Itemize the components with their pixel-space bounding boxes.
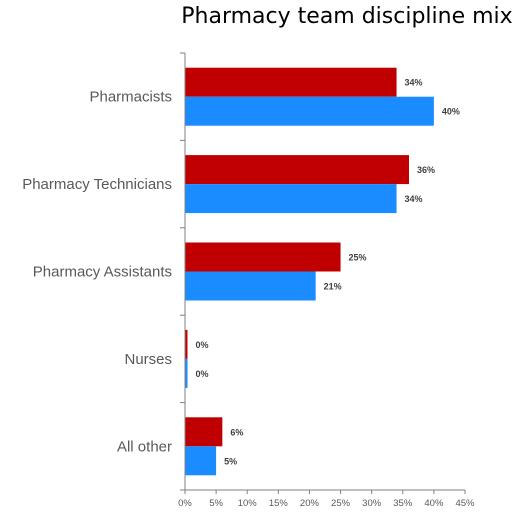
data-label-2-0: 40% [442, 107, 460, 117]
category-label-1: Pharmacy Technicians [22, 176, 172, 193]
bar-2-2 [185, 271, 316, 301]
data-label-1-4: 6% [230, 427, 243, 437]
data-label-2-1: 34% [405, 194, 423, 204]
x-tick-label-1: 5% [209, 498, 223, 509]
data-label-2-3: 0% [196, 369, 209, 379]
bar-2-4 [185, 446, 217, 476]
axes-layer [180, 52, 466, 494]
bar-1-0 [185, 67, 397, 97]
category-label-2: Pharmacy Assistants [33, 264, 172, 281]
x-tick-label-5: 25% [331, 498, 351, 509]
chart-title: Pharmacy team discipline mix [181, 4, 513, 29]
x-tick-label-7: 35% [393, 498, 413, 509]
category-label-4: All other [117, 438, 172, 455]
x-tick-label-4: 20% [300, 498, 320, 509]
bar-1-1 [185, 155, 409, 185]
data-label-1-1: 36% [417, 165, 435, 175]
bar-2-1 [185, 184, 397, 214]
data-label-1-0: 34% [405, 78, 423, 88]
category-label-3: Nurses [124, 351, 172, 368]
x-tick-label-2: 10% [238, 498, 258, 509]
data-label-2-4: 5% [224, 456, 237, 466]
bar-2-3 [185, 358, 188, 388]
labels-layer: 34% 40% Pharmacists 36% 34% Pharmacy Technici… [22, 78, 475, 509]
x-tick-label-8: 40% [424, 498, 444, 509]
data-label-1-3: 0% [196, 340, 209, 350]
data-label-1-2: 25% [349, 253, 367, 263]
category-label-0: Pharmacists [89, 89, 172, 106]
bar-2-0 [185, 96, 434, 126]
bar-1-3 [185, 329, 188, 359]
data-label-2-2: 21% [324, 282, 342, 292]
x-tick-label-0: 0% [178, 498, 192, 509]
x-tick-label-9: 45% [455, 498, 475, 509]
x-tick-label-3: 15% [269, 498, 289, 509]
x-tick-label-6: 30% [362, 498, 382, 509]
bar-1-2 [185, 242, 341, 272]
bar-1-4 [185, 417, 223, 447]
bars-layer [185, 67, 434, 476]
